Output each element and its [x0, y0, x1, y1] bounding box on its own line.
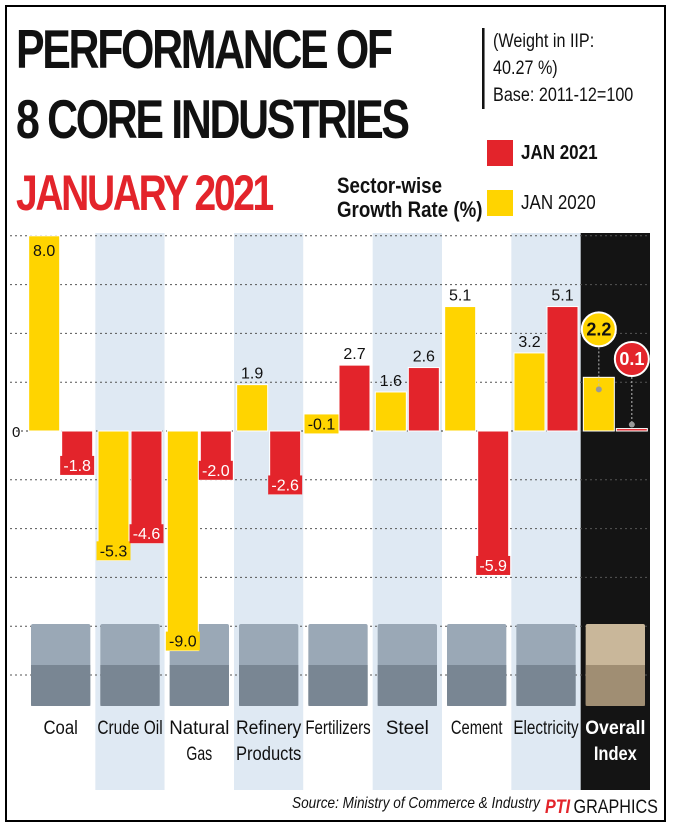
legend-label-jan-2020: JAN 2020 — [521, 191, 596, 214]
value-label: 1.6 — [380, 373, 402, 390]
category-label-8: Overall — [585, 718, 645, 739]
bar-jan-2020-8 — [582, 376, 615, 432]
value-label-bg — [476, 555, 511, 575]
brand-graphics: GRAPHICS — [573, 797, 658, 818]
category-label-5: Steel — [386, 718, 429, 739]
zero-label: 0 — [12, 424, 20, 441]
category-label-1: Crude Oil — [97, 718, 162, 739]
legend-jan-2020: JAN 2020 — [487, 190, 609, 216]
value-label: -4.6 — [133, 526, 161, 543]
bar-jan-2021-6 — [477, 430, 510, 576]
chart-frame — [5, 5, 666, 822]
category-label-7: Electricity — [513, 718, 579, 739]
weight-note: (Weight in IIP: 40.27 %) Base: 2011-12=1… — [482, 28, 633, 109]
value-label: 2.7 — [343, 346, 365, 363]
value-label: -5.9 — [479, 558, 507, 575]
base-note: Base: 2011-12=100 — [493, 85, 634, 106]
bar-jan-2020-6 — [444, 306, 477, 432]
title-line-1: PERFORMANCE OF — [16, 18, 393, 80]
value-label: 1.9 — [241, 366, 263, 383]
legend-swatch-jan-2021 — [487, 140, 513, 166]
value-label-bg — [198, 460, 233, 480]
legend-swatch-jan-2020 — [487, 190, 513, 216]
bar-jan-2021-4 — [338, 364, 371, 432]
value-label-bg — [96, 541, 131, 561]
bar-jan-2020-7 — [513, 352, 546, 432]
column-strip-5 — [372, 233, 442, 790]
electricity-image — [516, 624, 576, 706]
value-label: 2.2 — [586, 319, 611, 339]
value-label: -0.1 — [308, 416, 336, 433]
category-label-4: Fertilizers — [305, 718, 370, 739]
weight-line-2: 40.27 %) — [493, 58, 558, 79]
value-label: -2.0 — [202, 463, 230, 480]
subtitle-line-1: Sector-wise — [337, 173, 442, 198]
overall-index-image — [585, 624, 645, 706]
value-label-bg — [165, 631, 200, 651]
value-label: 8.0 — [33, 243, 55, 260]
category-label-2: Gas — [186, 744, 212, 765]
category-label-3: Refinery — [236, 718, 302, 739]
callout-dot — [628, 421, 635, 428]
value-label: 5.1 — [449, 288, 471, 305]
legend-jan-2021: JAN 2021 — [487, 140, 611, 166]
source-note: Source: Ministry of Commerce & Industry — [292, 795, 540, 812]
category-label-6: Cement — [451, 718, 503, 739]
value-label: -2.6 — [271, 477, 299, 494]
category-label-3: Products — [236, 744, 301, 765]
title-line-2: 8 CORE INDUSTRIES — [16, 88, 410, 150]
callout-dot — [595, 386, 602, 393]
chart-subtitle: Sector-wise Growth Rate (%) — [337, 174, 482, 222]
value-label-bg — [268, 475, 303, 495]
value-label: 2.6 — [413, 349, 435, 366]
bar-jan-2020-1 — [97, 430, 130, 561]
fertilizer-image — [308, 624, 368, 706]
bar-jan-2020-5 — [374, 391, 407, 432]
callout-badge — [580, 311, 617, 348]
value-label: 5.1 — [551, 288, 573, 305]
bar-jan-2021-7 — [546, 306, 579, 432]
bar-jan-2021-8 — [615, 428, 648, 432]
column-strip-3 — [234, 233, 304, 790]
value-label: -1.8 — [63, 458, 91, 475]
bar-jan-2020-0 — [28, 235, 61, 432]
steel-image — [377, 624, 437, 706]
bar-jan-2020-3 — [236, 384, 269, 432]
category-label-8: Index — [594, 744, 637, 765]
value-label: -5.3 — [100, 543, 128, 560]
callout-badge — [613, 341, 650, 377]
cement-image — [447, 624, 507, 706]
weight-line-1: (Weight in IIP: — [493, 31, 595, 52]
title-line-3: JANUARY 2021 — [16, 165, 274, 221]
brand-pti: PTI — [545, 797, 571, 818]
category-label-0: Coal — [43, 718, 77, 739]
bar-jan-2020-2 — [166, 430, 199, 652]
value-label: -9.0 — [169, 634, 197, 651]
legend-label-jan-2021: JAN 2021 — [521, 141, 598, 164]
value-label-bg — [129, 524, 164, 544]
value-label: 0.1 — [619, 349, 644, 369]
category-label-2: Natural — [169, 718, 229, 739]
bar-jan-2021-5 — [407, 367, 440, 432]
coal-image — [31, 624, 91, 706]
refinery-image — [239, 624, 299, 706]
value-label: 3.2 — [518, 334, 540, 351]
value-label-bg — [60, 455, 95, 475]
brand-mark: PTI GRAPHICS — [545, 797, 658, 819]
subtitle-line-2: Growth Rate (%) — [337, 197, 483, 222]
crude-oil-image — [100, 624, 160, 706]
column-strip-4 — [303, 233, 373, 790]
value-label-bg — [304, 414, 339, 434]
